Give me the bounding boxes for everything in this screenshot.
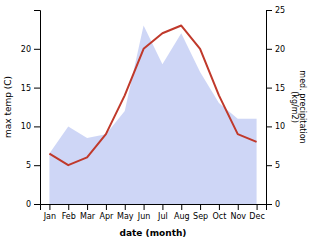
tick-label: 5 bbox=[26, 161, 31, 170]
tick: Jun bbox=[137, 204, 151, 221]
tick-label: Dec bbox=[249, 212, 264, 221]
tick: Aug bbox=[174, 204, 190, 221]
tick: May bbox=[117, 204, 134, 221]
tick: Oct bbox=[212, 204, 226, 221]
tick-label: Feb bbox=[62, 212, 76, 221]
tick: Dec bbox=[249, 204, 264, 221]
y-axis-title: max temp (C) bbox=[3, 76, 13, 138]
tick-label: 10 bbox=[275, 122, 285, 131]
tick-mark bbox=[257, 204, 258, 210]
tick-mark bbox=[266, 10, 272, 11]
line bbox=[49, 26, 256, 166]
y2-axis: 0 5 10 15 20 25 bbox=[266, 6, 285, 209]
tick: Feb bbox=[62, 204, 76, 221]
tick-label: May bbox=[117, 212, 134, 221]
tick-mark bbox=[49, 204, 50, 210]
tick-label: Sep bbox=[193, 212, 208, 221]
tick-label: 20 bbox=[21, 45, 31, 54]
tick-label: 20 bbox=[275, 45, 285, 54]
tick: Nov bbox=[230, 204, 246, 221]
tick-mark bbox=[266, 165, 272, 166]
tick-label: Nov bbox=[230, 212, 246, 221]
tick: 5 bbox=[26, 161, 40, 170]
tick: Mar bbox=[80, 204, 96, 221]
tick: 20 bbox=[21, 45, 40, 54]
tick-label: Mar bbox=[80, 212, 96, 221]
tick-mark bbox=[266, 126, 272, 127]
plot: Jan Feb MarAprMayJun Jul AugSep Oct NovDec 0 5 10… bbox=[21, 6, 285, 221]
area bbox=[49, 26, 256, 204]
tick-mark bbox=[34, 126, 40, 127]
axis-line bbox=[267, 11, 273, 205]
tick-mark bbox=[106, 204, 107, 210]
tick: 0 bbox=[26, 200, 40, 209]
tick-mark bbox=[87, 204, 88, 210]
tick-label: 5 bbox=[275, 161, 280, 170]
tick: Jan bbox=[43, 204, 56, 221]
tick-label: 25 bbox=[275, 6, 285, 15]
tick-label: Jul bbox=[157, 212, 168, 221]
tick: 15 bbox=[21, 84, 40, 93]
tick-label: 0 bbox=[275, 200, 280, 209]
tick-mark bbox=[266, 88, 272, 89]
tick: 20 bbox=[266, 45, 285, 54]
tick: 0 bbox=[266, 200, 280, 209]
x-axis-title: date (month) bbox=[120, 228, 187, 238]
tick-mark bbox=[34, 49, 40, 50]
tick: Sep bbox=[193, 204, 208, 221]
tick-label: 15 bbox=[275, 84, 285, 93]
y-axis: 0 5 10 15 20 bbox=[21, 11, 41, 210]
tick-label: 10 bbox=[21, 122, 31, 131]
tick-label: Jun bbox=[137, 212, 151, 221]
tick: Apr bbox=[99, 204, 114, 221]
tick: 15 bbox=[266, 84, 285, 93]
tick-mark bbox=[68, 204, 69, 210]
y2-axis-title: med. precipitation(kg/m2) bbox=[290, 70, 308, 143]
tick-mark bbox=[162, 204, 163, 210]
tick-mark bbox=[34, 88, 40, 89]
tick-mark bbox=[200, 204, 201, 210]
axis-line bbox=[41, 205, 267, 211]
tick-mark bbox=[238, 204, 239, 210]
tick-label: 0 bbox=[26, 200, 31, 209]
marks bbox=[49, 26, 256, 204]
tick-mark bbox=[125, 204, 126, 210]
tick-mark bbox=[181, 204, 182, 210]
tick-mark bbox=[34, 165, 40, 166]
y2-axis-title-line: med. precipitation bbox=[298, 70, 307, 143]
tick: 10 bbox=[266, 122, 285, 131]
tick-label: Aug bbox=[174, 212, 190, 221]
tick: 5 bbox=[266, 161, 280, 170]
tick-label: 15 bbox=[21, 84, 31, 93]
tick-mark bbox=[144, 204, 145, 210]
tick-label: Apr bbox=[99, 212, 114, 221]
y2-axis-title-line: (kg/m2) bbox=[290, 91, 299, 123]
x-axis: Jan Feb MarAprMayJun Jul AugSep Oct NovDec bbox=[41, 204, 267, 221]
tick-mark bbox=[34, 204, 40, 205]
tick-mark bbox=[266, 49, 272, 50]
tick-label: Oct bbox=[212, 212, 226, 221]
tick: 25 bbox=[266, 6, 285, 15]
axis-line bbox=[34, 11, 41, 205]
tick-mark bbox=[219, 204, 220, 210]
tick: Jul bbox=[157, 204, 168, 221]
tick-label: Jan bbox=[43, 212, 56, 221]
tick-mark bbox=[266, 204, 272, 205]
tick: 10 bbox=[21, 122, 40, 131]
chart: Jan Feb MarAprMayJun Jul AugSep Oct NovDec 0 5 10… bbox=[0, 0, 318, 242]
